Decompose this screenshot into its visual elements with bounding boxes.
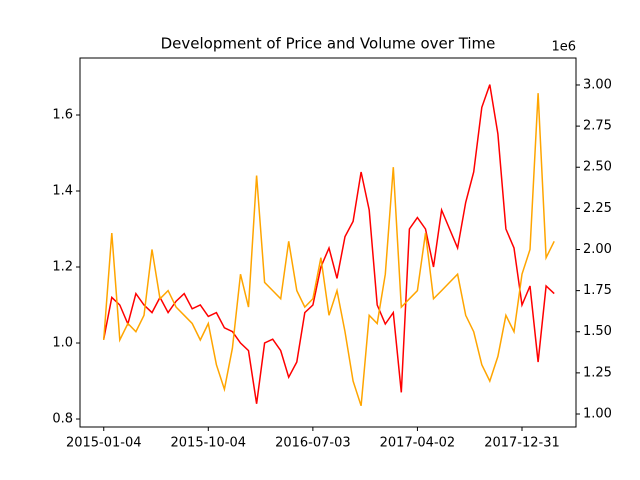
y-tick-label: 0.8 [52, 412, 73, 427]
x-tick-label: 2016-07-03 [275, 436, 351, 451]
y2-offset-label: 1e6 [551, 40, 576, 55]
y2-tick-label: 1.50 [583, 324, 612, 339]
y2-tick-label: 1.75 [583, 283, 612, 298]
y-tick-label: 1.4 [52, 184, 73, 199]
y-tick-label: 1.2 [52, 260, 73, 275]
y2-tick-label: 1.25 [583, 365, 612, 380]
y2-tick-label: 2.75 [583, 119, 612, 134]
y-tick-label: 1.6 [52, 108, 73, 123]
y2-tick-label: 3.00 [583, 77, 612, 92]
line [102, 93, 555, 407]
y2-tick-label: 2.00 [583, 242, 612, 257]
x-tick-label: 2015-10-04 [171, 436, 247, 451]
x-tick-label: 2017-04-02 [380, 436, 456, 451]
chart-title: Development of Price and Volume over Tim… [161, 35, 496, 53]
y2-tick-label: 2.50 [583, 160, 612, 175]
y-tick-label: 1.0 [52, 336, 73, 351]
x-tick-label: 2017-12-31 [484, 436, 560, 451]
y2-tick-label: 1.00 [583, 407, 612, 422]
y2-tick-label: 2.25 [583, 201, 612, 216]
line [102, 84, 555, 404]
x-tick-label: 2015-01-04 [66, 436, 142, 451]
plot-frame [79, 57, 577, 428]
